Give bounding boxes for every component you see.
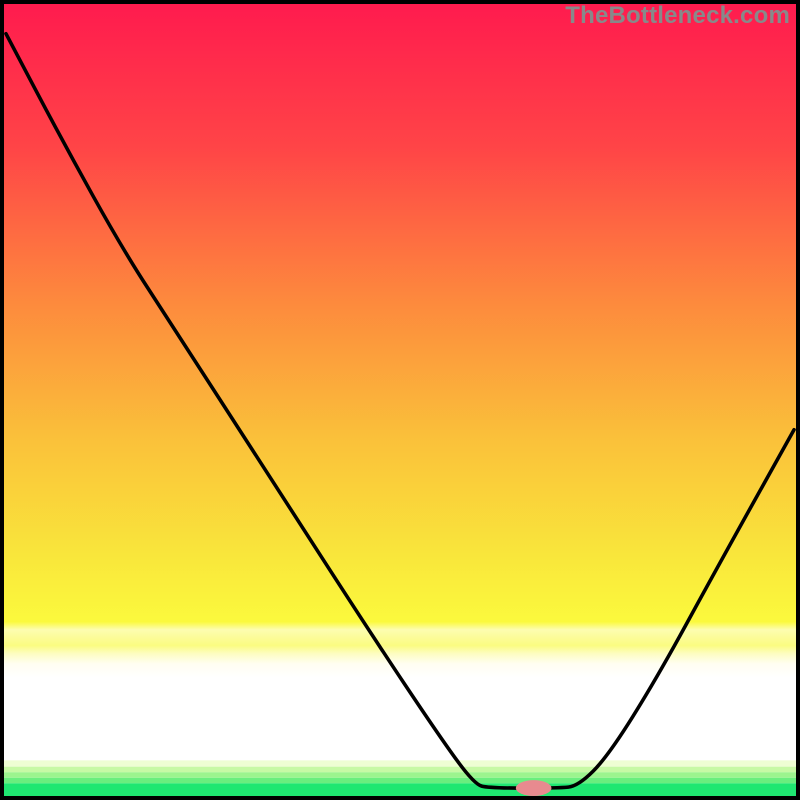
optimal-marker [516, 780, 552, 796]
chart-frame: TheBottleneck.com [0, 0, 800, 800]
bottleneck-curve-chart [4, 4, 796, 796]
bottom-band-group [4, 760, 796, 796]
watermark-text: TheBottleneck.com [565, 2, 790, 30]
